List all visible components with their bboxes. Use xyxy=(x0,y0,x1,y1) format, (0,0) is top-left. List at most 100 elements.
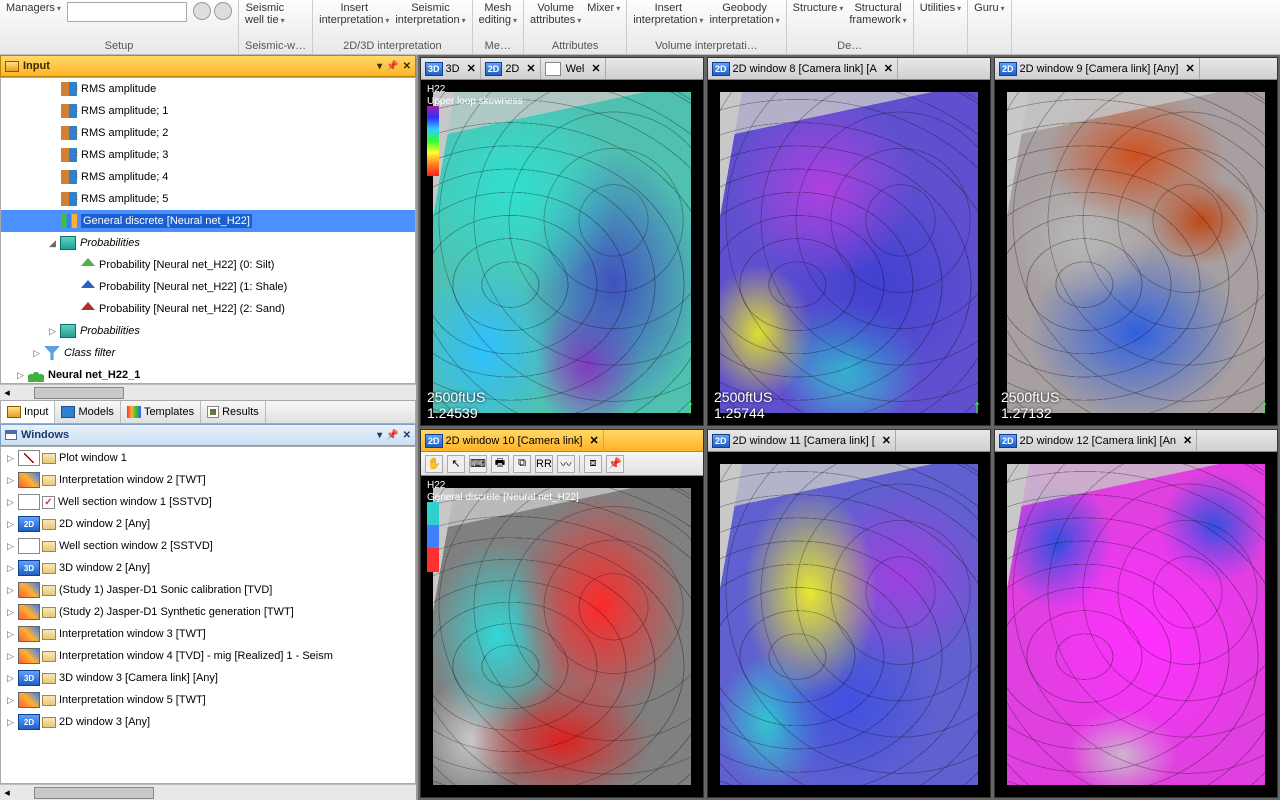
window-list-item[interactable]: ▷(Study 2) Jasper-D1 Synthetic generatio… xyxy=(1,601,415,623)
expand-icon[interactable]: ▷ xyxy=(15,370,26,381)
toolbar-button[interactable]: 🖶 xyxy=(491,455,509,473)
window-list-item[interactable]: ▷Interpretation window 4 [TVD] - mig [Re… xyxy=(1,645,415,667)
toolbar-button[interactable]: 〰 xyxy=(557,455,575,473)
h-scrollbar[interactable]: ◂ xyxy=(0,384,416,400)
close-icon[interactable]: ✕ xyxy=(1183,434,1192,447)
window-list-item[interactable]: ▷Interpretation window 3 [TWT] xyxy=(1,623,415,645)
ribbon-combo[interactable] xyxy=(67,2,187,22)
close-icon[interactable]: ✕ xyxy=(467,62,476,75)
viewport-canvas[interactable]: 2500ftUS1.27132↑ xyxy=(995,80,1277,425)
ribbon-item[interactable]: Structuralframework xyxy=(849,2,906,27)
toolbar-button[interactable]: RR xyxy=(535,455,553,473)
window-list-item[interactable]: ▷Plot window 1 xyxy=(1,447,415,469)
window-list-item[interactable]: ▷2D2D window 3 [Any] xyxy=(1,711,415,733)
expand-icon[interactable]: ▷ xyxy=(5,475,16,486)
window-list-item[interactable]: ▷3D3D window 3 [Camera link] [Any] xyxy=(1,667,415,689)
tab-input[interactable]: Input xyxy=(1,401,55,423)
tree-item[interactable]: RMS amplitude; 2 xyxy=(1,122,415,144)
checkbox[interactable] xyxy=(42,496,55,509)
window-list-item[interactable]: ▷2D2D window 2 [Any] xyxy=(1,513,415,535)
window-list-item[interactable]: ▷(Study 1) Jasper-D1 Sonic calibration [… xyxy=(1,579,415,601)
ribbon-round-btn[interactable] xyxy=(214,2,232,20)
close-icon[interactable]: ✕ xyxy=(526,62,535,75)
tree-item[interactable]: General discrete [Neural net_H22] xyxy=(1,210,415,232)
toolbar-button[interactable]: ⧉ xyxy=(513,455,531,473)
viewport-canvas[interactable]: H22Upper loop skewness2500ftUS1.24539↑ xyxy=(421,80,703,425)
close-icon[interactable]: ✕ xyxy=(403,61,411,72)
ribbon-item[interactable]: Geobodyinterpretation xyxy=(709,2,779,27)
tab-models[interactable]: Models xyxy=(55,401,120,423)
expand-icon[interactable]: ▷ xyxy=(5,629,16,640)
viewport-tab[interactable]: 2D2D window 12 [Camera link] [An✕ xyxy=(995,430,1197,451)
input-panel-header[interactable]: Input ▾📌✕ xyxy=(0,55,416,77)
toolbar-button[interactable]: 📌 xyxy=(606,455,624,473)
viewport-tab[interactable]: 2D2D window 9 [Camera link] [Any]✕ xyxy=(995,58,1200,79)
window-list-item[interactable]: ▷3D3D window 2 [Any] xyxy=(1,557,415,579)
windows-list[interactable]: ▷Plot window 1▷Interpretation window 2 [… xyxy=(0,446,416,784)
input-tree[interactable]: RMS amplitudeRMS amplitude; 1RMS amplitu… xyxy=(0,77,416,384)
tree-item[interactable]: RMS amplitude xyxy=(1,78,415,100)
tab-results[interactable]: Results xyxy=(201,401,266,423)
ribbon-item[interactable]: Meshediting xyxy=(479,2,517,27)
close-icon[interactable]: ✕ xyxy=(589,434,598,447)
close-icon[interactable]: ✕ xyxy=(882,434,891,447)
ribbon-item[interactable]: Insertinterpretation xyxy=(319,2,389,27)
ribbon-item[interactable]: Seismicinterpretation xyxy=(395,2,465,27)
dropdown-icon[interactable]: ▾ xyxy=(377,61,382,72)
toolbar-button[interactable]: ⧈ xyxy=(584,455,602,473)
expand-icon[interactable]: ▷ xyxy=(5,673,16,684)
ribbon-item[interactable]: Structure xyxy=(793,2,844,15)
tree-item[interactable]: RMS amplitude; 3 xyxy=(1,144,415,166)
viewport-tab[interactable]: 2D2D window 8 [Camera link] [A✕ xyxy=(708,58,898,79)
close-icon[interactable]: ✕ xyxy=(591,62,600,75)
tree-item[interactable]: Probability [Neural net_H22] (2: Sand) xyxy=(1,298,415,320)
ribbon-item[interactable]: Volumeattributes xyxy=(530,2,581,27)
toolbar-button[interactable]: ✋ xyxy=(425,455,443,473)
expand-icon[interactable]: ▷ xyxy=(47,326,58,337)
toolbar-button[interactable]: ⌨ xyxy=(469,455,487,473)
tree-item[interactable]: RMS amplitude; 5 xyxy=(1,188,415,210)
viewport-canvas[interactable] xyxy=(995,452,1277,797)
ribbon-item[interactable]: Mixer xyxy=(587,2,620,15)
tab-templates[interactable]: Templates xyxy=(121,401,201,423)
h-scrollbar[interactable]: ◂ xyxy=(0,784,416,800)
viewport-canvas[interactable] xyxy=(708,452,990,797)
viewport-tab[interactable]: 2D2D window 11 [Camera link] [✕ xyxy=(708,430,896,451)
viewport-canvas[interactable]: H22General discrete [Neural net_H22] xyxy=(421,476,703,797)
tree-item[interactable]: ▷Probabilities xyxy=(1,320,415,342)
expand-icon[interactable]: ◢ xyxy=(47,238,58,249)
ribbon-item[interactable]: Guru xyxy=(974,2,1004,15)
viewport-tab[interactable]: 3D3D✕ xyxy=(421,58,481,79)
tree-item[interactable]: RMS amplitude; 4 xyxy=(1,166,415,188)
viewport-tab[interactable]: Wel✕ xyxy=(541,58,606,79)
windows-panel-header[interactable]: Windows ▾📌✕ xyxy=(0,424,416,446)
expand-icon[interactable]: ▷ xyxy=(5,519,16,530)
window-list-item[interactable]: ▷Interpretation window 5 [TWT] xyxy=(1,689,415,711)
ribbon-round-btn[interactable] xyxy=(193,2,211,20)
tree-item[interactable]: Probability [Neural net_H22] (1: Shale) xyxy=(1,276,415,298)
viewport-tab[interactable]: 2D2D window 10 [Camera link]✕ xyxy=(421,430,604,451)
window-list-item[interactable]: ▷Interpretation window 2 [TWT] xyxy=(1,469,415,491)
viewport-canvas[interactable]: 2500ftUS1.25744↑ xyxy=(708,80,990,425)
tree-item[interactable]: RMS amplitude; 1 xyxy=(1,100,415,122)
window-list-item[interactable]: ▷Well section window 2 [SSTVD] xyxy=(1,535,415,557)
viewport-tab[interactable]: 2D2D✕ xyxy=(481,58,541,79)
close-icon[interactable]: ✕ xyxy=(884,62,893,75)
expand-icon[interactable]: ▷ xyxy=(5,585,16,596)
expand-icon[interactable]: ▷ xyxy=(5,497,16,508)
expand-icon[interactable]: ▷ xyxy=(5,695,16,706)
close-icon[interactable]: ✕ xyxy=(1185,62,1194,75)
expand-icon[interactable]: ▷ xyxy=(5,717,16,728)
tree-item[interactable]: ◢Probabilities xyxy=(1,232,415,254)
window-list-item[interactable]: ▷Well section window 1 [SSTVD] xyxy=(1,491,415,513)
expand-icon[interactable]: ▷ xyxy=(5,453,16,464)
ribbon-item[interactable]: Utilities xyxy=(920,2,961,15)
ribbon-managers[interactable]: Managers xyxy=(6,2,61,15)
expand-icon[interactable]: ▷ xyxy=(5,607,16,618)
expand-icon[interactable]: ▷ xyxy=(5,651,16,662)
pin-icon[interactable]: 📌 xyxy=(386,61,398,72)
pin-icon[interactable]: 📌 xyxy=(386,430,398,441)
dropdown-icon[interactable]: ▾ xyxy=(377,430,382,441)
tree-item[interactable]: Probability [Neural net_H22] (0: Silt) xyxy=(1,254,415,276)
expand-icon[interactable]: ▷ xyxy=(31,348,42,359)
